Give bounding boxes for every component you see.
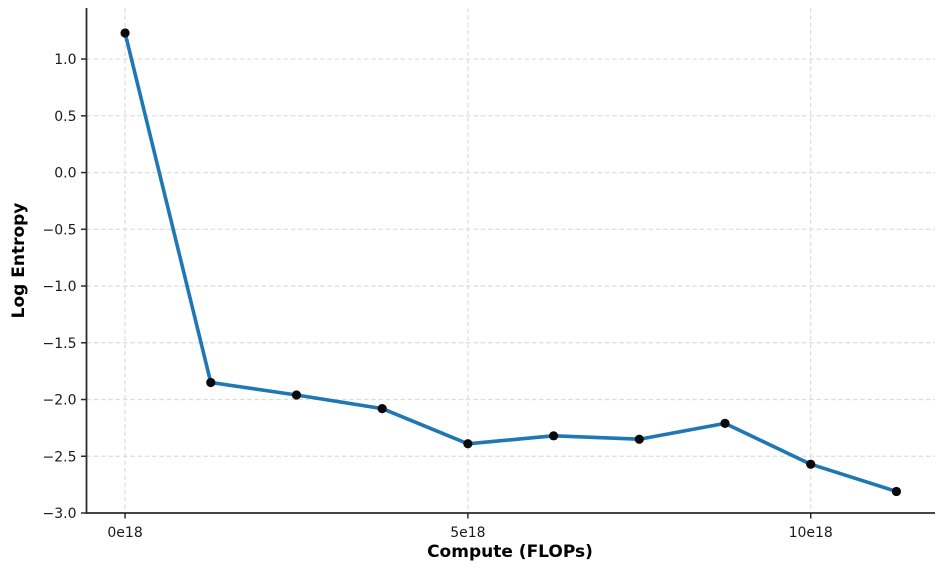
- grid-layer: [86, 8, 935, 514]
- y-tick-label: −2.5: [43, 449, 77, 465]
- y-tick-label: 1.0: [54, 52, 76, 68]
- series-layer: [120, 28, 902, 497]
- x-tick-label: 0e18: [107, 525, 142, 541]
- data-point-marker: [291, 390, 302, 400]
- data-point-marker: [120, 28, 130, 38]
- y-tick-label: 0.0: [54, 166, 76, 182]
- data-point-marker: [377, 403, 387, 414]
- data-point-marker: [891, 486, 902, 497]
- y-tick-label: −3.0: [43, 506, 77, 522]
- y-tick-label: −2.0: [43, 393, 77, 409]
- data-point-marker: [634, 434, 644, 444]
- tick-layer: −3.0 −2.5 −2.0 −1.5 −1.0 −0.5 0.0 0.5 1.0 0e18 5e1…: [43, 52, 833, 541]
- y-tick-label: 0.5: [54, 109, 76, 125]
- data-point-marker: [206, 377, 216, 388]
- data-point-marker: [806, 459, 816, 469]
- x-axis-label: Compute (FLOPs): [427, 542, 593, 562]
- y-tick-label: −0.5: [43, 222, 77, 238]
- y-tick-label: −1.5: [43, 336, 77, 352]
- data-point-marker: [549, 431, 559, 441]
- x-tick-label: 5e18: [450, 525, 485, 541]
- y-tick-label: −1.0: [43, 279, 77, 295]
- data-point-marker: [463, 439, 473, 449]
- y-axis-label: Log Entropy: [9, 203, 29, 319]
- x-tick-label: 10e18: [789, 525, 833, 541]
- data-line: [123, 31, 899, 494]
- data-point-marker: [720, 418, 730, 428]
- axes-spines: [85, 8, 935, 514]
